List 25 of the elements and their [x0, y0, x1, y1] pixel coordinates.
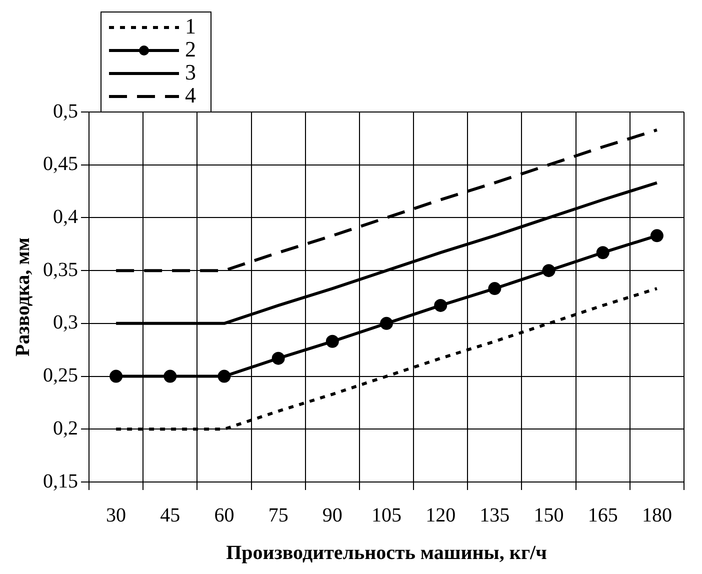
- x-tick-label: 90: [322, 504, 342, 526]
- legend-label: 2: [185, 36, 196, 62]
- x-tick-label: 75: [268, 504, 288, 526]
- y-axis-title: Разводка, мм: [12, 238, 34, 356]
- y-tick-label: 0,2: [53, 417, 78, 440]
- x-tick-label: 135: [480, 504, 510, 526]
- y-tick-label: 0,35: [43, 258, 78, 281]
- y-tick-label: 0,45: [43, 153, 78, 176]
- x-tick-label: 30: [106, 504, 126, 526]
- y-tick-label: 0,3: [53, 312, 78, 334]
- x-tick-label: 165: [588, 504, 618, 526]
- y-tick-label: 0,5: [53, 100, 78, 122]
- x-tick-label: 60: [214, 504, 234, 526]
- x-tick-label: 150: [534, 504, 564, 526]
- x-axis-title: Производительность машины, кг/ч: [226, 542, 547, 564]
- x-tick-label: 120: [426, 504, 456, 526]
- legend-label: 1: [185, 13, 196, 38]
- legend-label: 3: [185, 59, 196, 84]
- x-tick-label: 180: [642, 504, 672, 526]
- x-tick-label: 45: [160, 504, 180, 526]
- y-tick-label: 0,4: [53, 206, 78, 228]
- y-tick-label: 0,25: [43, 364, 78, 387]
- x-tick-label: 105: [372, 504, 402, 526]
- y-tick-label: 0,15: [43, 470, 78, 492]
- legend-label: 4: [185, 82, 196, 108]
